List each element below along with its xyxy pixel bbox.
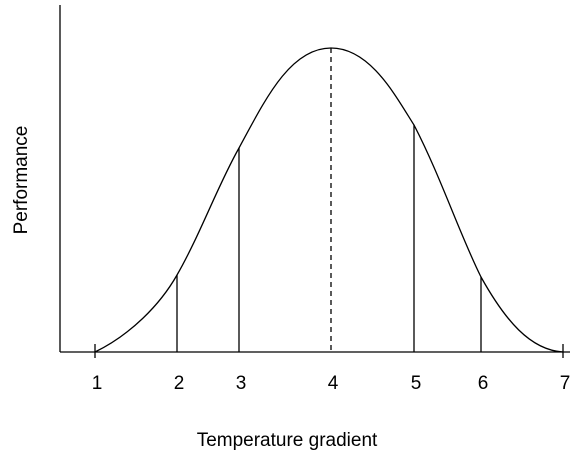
performance-curve (94, 47, 564, 353)
marker-label: 5 (411, 373, 422, 394)
marker-label: 6 (478, 373, 489, 394)
marker-label: 7 (560, 373, 571, 394)
marker-label: 2 (174, 373, 185, 394)
marker-label: 4 (328, 373, 339, 394)
y-axis-label: Performance (11, 126, 32, 235)
marker-label: 3 (236, 373, 247, 394)
marker-label: 1 (92, 373, 103, 394)
x-axis-label: Temperature gradient (197, 430, 378, 451)
